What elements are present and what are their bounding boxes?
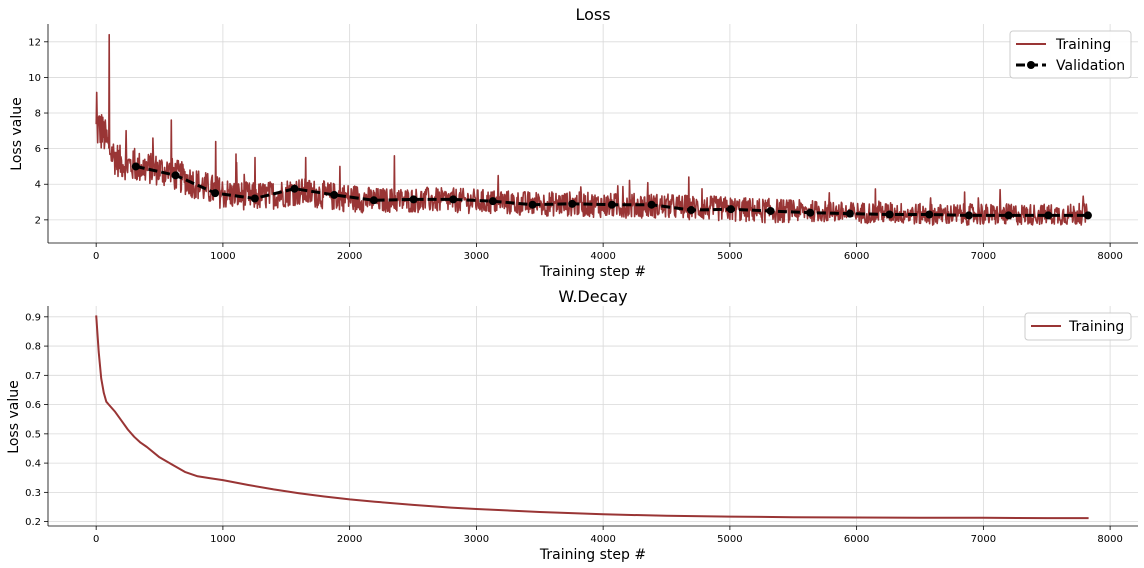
loss-validation-point [568, 199, 577, 208]
wdecay-x-tick-label: 2000 [337, 534, 362, 545]
wdecay-grid [48, 306, 1138, 526]
loss-validation-point [964, 211, 973, 220]
wdecay-y-tick-label: 0.2 [25, 517, 41, 528]
loss-validation-point [211, 189, 220, 198]
loss-validation-point [925, 210, 934, 219]
wdecay-x-tick-label: 7000 [971, 534, 996, 545]
loss-validation-point [449, 195, 458, 204]
wdecay-y-tick-label: 0.6 [25, 400, 41, 411]
wdecay-legend-box [1024, 312, 1132, 341]
loss-x-tick-label: 4000 [590, 251, 615, 262]
loss-validation-point [131, 162, 140, 171]
wdecay-panel-title: W.Decay [558, 287, 627, 306]
wdecay-training-line [95, 315, 1089, 520]
loss-y-tick-label: 4 [35, 180, 41, 191]
loss-legend-validation-label: Validation [1056, 58, 1125, 74]
wdecay-x-tick-label: 3000 [464, 534, 489, 545]
loss-validation-point [330, 190, 339, 199]
wdecay-x-tick-label: 5000 [717, 534, 742, 545]
loss-x-tick-label: 0 [93, 251, 99, 262]
loss-x-tick-label: 2000 [337, 251, 362, 262]
loss-validation-point [1004, 211, 1013, 220]
wdecay-y-tick-label: 0.9 [25, 312, 41, 323]
loss-validation-point [171, 171, 180, 180]
wdecay-x-tick-label: 8000 [1097, 534, 1122, 545]
wdecay-y-tick-label: 0.8 [25, 342, 41, 353]
wdecay-legend: Training [1024, 312, 1132, 341]
loss-legend-validation-marker [1027, 61, 1035, 69]
loss-validation-point [528, 200, 537, 209]
loss-validation-point [409, 195, 418, 204]
wdecay-legend-training-label: Training [1068, 319, 1124, 335]
wdecay-panel: W.Decay 0 1000 2000 3000 4000 5000 6000 7000 800… [6, 287, 1138, 563]
loss-x-tick-label: 5000 [717, 251, 742, 262]
loss-validation-point [1044, 211, 1053, 220]
loss-validation-point [726, 205, 735, 214]
loss-x-tick-label: 3000 [464, 251, 489, 262]
wdecay-x-tick-label: 6000 [844, 534, 869, 545]
wdecay-x-tick-label: 4000 [590, 534, 615, 545]
loss-validation-point [290, 184, 299, 193]
loss-y-axis-label: Loss value [9, 97, 25, 170]
loss-validation-point [845, 209, 854, 218]
loss-validation-point [806, 208, 815, 217]
loss-validation-point [766, 206, 775, 215]
wdecay-x-axis-label: Training step # [539, 547, 646, 563]
loss-y-tick-label: 6 [35, 144, 41, 155]
wdecay-y-tick-label: 0.5 [25, 429, 41, 440]
loss-x-tick-label: 8000 [1097, 251, 1122, 262]
loss-validation-point [607, 200, 616, 209]
loss-axes [47, 24, 1138, 244]
wdecay-x-tick-label: 0 [93, 534, 99, 545]
loss-training-line [95, 33, 1089, 226]
loss-validation-point [885, 210, 894, 219]
loss-x-tick-label: 6000 [844, 251, 869, 262]
loss-legend-training-label: Training [1055, 37, 1111, 53]
wdecay-series [95, 315, 1089, 520]
loss-validation-point [647, 200, 656, 209]
loss-x-axis-label: Training step # [539, 264, 646, 280]
loss-legend-box [1009, 30, 1132, 79]
loss-series [95, 33, 1092, 226]
wdecay-y-tick-label: 0.3 [25, 488, 41, 499]
loss-y-tick-label: 8 [35, 109, 41, 120]
loss-y-tick-label: 10 [28, 73, 41, 84]
wdecay-axes [47, 306, 1138, 527]
loss-panel: Loss 0 1000 2000 3000 4000 5000 6000 7000 8000 2 4… [9, 5, 1138, 280]
loss-ticks: 0 1000 2000 3000 4000 5000 6000 7000 8000 2 4 6 8 10 1… [28, 37, 1123, 262]
loss-validation-point [687, 206, 696, 215]
loss-panel-title: Loss [575, 5, 610, 24]
loss-validation-point [1083, 211, 1092, 220]
loss-y-tick-label: 12 [28, 37, 41, 48]
wdecay-y-axis-label: Loss value [6, 380, 22, 453]
wdecay-y-tick-label: 0.4 [25, 459, 41, 470]
wdecay-ticks: 0 1000 2000 3000 4000 5000 6000 7000 8000 0.2 0.3 0… [25, 312, 1123, 545]
wdecay-x-tick-label: 1000 [210, 534, 235, 545]
loss-y-tick-label: 2 [35, 215, 41, 226]
loss-legend: Training Validation [1009, 30, 1132, 79]
loss-x-tick-label: 1000 [210, 251, 235, 262]
loss-x-tick-label: 7000 [971, 251, 996, 262]
loss-validation-point [369, 196, 378, 205]
loss-validation-point [488, 197, 497, 206]
wdecay-y-tick-label: 0.7 [25, 371, 41, 382]
loss-grid [48, 24, 1138, 243]
loss-validation-point [250, 194, 259, 203]
